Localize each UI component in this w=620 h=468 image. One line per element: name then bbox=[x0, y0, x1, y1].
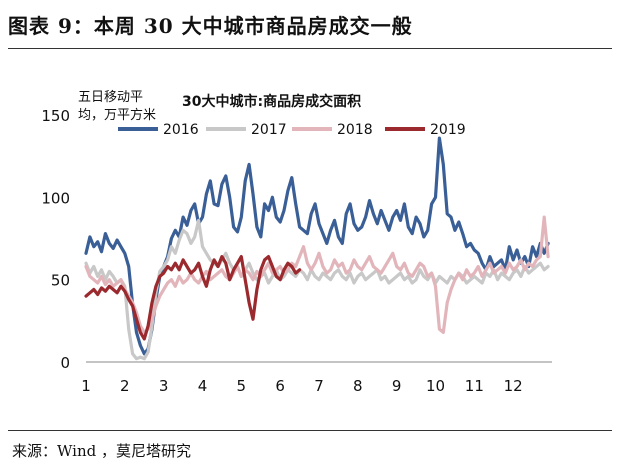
legend-label-2019: 2019 bbox=[430, 122, 466, 138]
top-rule bbox=[8, 48, 612, 49]
x-ticks: 1 2 3 4 5 6 7 8 9 10 11 12 bbox=[81, 377, 522, 395]
y-axis-label-line1: 五日移动平 bbox=[78, 90, 143, 105]
x-tick-label: 6 bbox=[275, 377, 285, 395]
x-tick-label: 4 bbox=[198, 377, 208, 395]
legend-label-2016: 2016 bbox=[163, 122, 199, 138]
series-line-2019 bbox=[84, 255, 302, 341]
y-tick-label: 50 bbox=[51, 272, 70, 290]
x-tick-label: 1 bbox=[81, 377, 91, 395]
legend-label-2017: 2017 bbox=[251, 122, 287, 138]
x-tick-label: 7 bbox=[314, 377, 324, 395]
x-tick-label: 12 bbox=[504, 377, 523, 395]
y-axis-label-line2: 均，万平方米 bbox=[78, 107, 156, 123]
chart-title: 30大中城市:商品房成交面积 bbox=[182, 93, 361, 110]
x-tick-label: 10 bbox=[426, 377, 445, 395]
y-tick-label: 150 bbox=[41, 107, 70, 125]
series-line-2018 bbox=[84, 215, 550, 334]
x-tick-label: 3 bbox=[159, 377, 169, 395]
x-tick-label: 11 bbox=[465, 377, 484, 395]
legend: 2016 2017 2018 2019 bbox=[118, 122, 466, 138]
x-tick-label: 5 bbox=[237, 377, 247, 395]
series-layer bbox=[84, 136, 550, 361]
bottom-rule bbox=[8, 430, 612, 431]
legend-label-2018: 2018 bbox=[337, 122, 373, 138]
series-line-2017 bbox=[84, 218, 550, 361]
x-tick-label: 8 bbox=[353, 377, 363, 395]
x-tick-label: 9 bbox=[392, 377, 402, 395]
line-chart: 五日移动平 均，万平方米 30大中城市:商品房成交面积 2016 2017 2018… bbox=[41, 90, 552, 395]
source-note: 来源：Wind ，莫尼塔研究 bbox=[12, 442, 191, 460]
figure-title: 图表 9：本周 30 大中城市商品房成交一般 bbox=[8, 14, 413, 38]
y-ticks: 0 50 100 150 bbox=[41, 107, 70, 372]
y-tick-label: 100 bbox=[41, 189, 70, 207]
series-line-2016 bbox=[84, 136, 550, 356]
x-tick-label: 2 bbox=[120, 377, 130, 395]
y-tick-label: 0 bbox=[60, 354, 70, 372]
